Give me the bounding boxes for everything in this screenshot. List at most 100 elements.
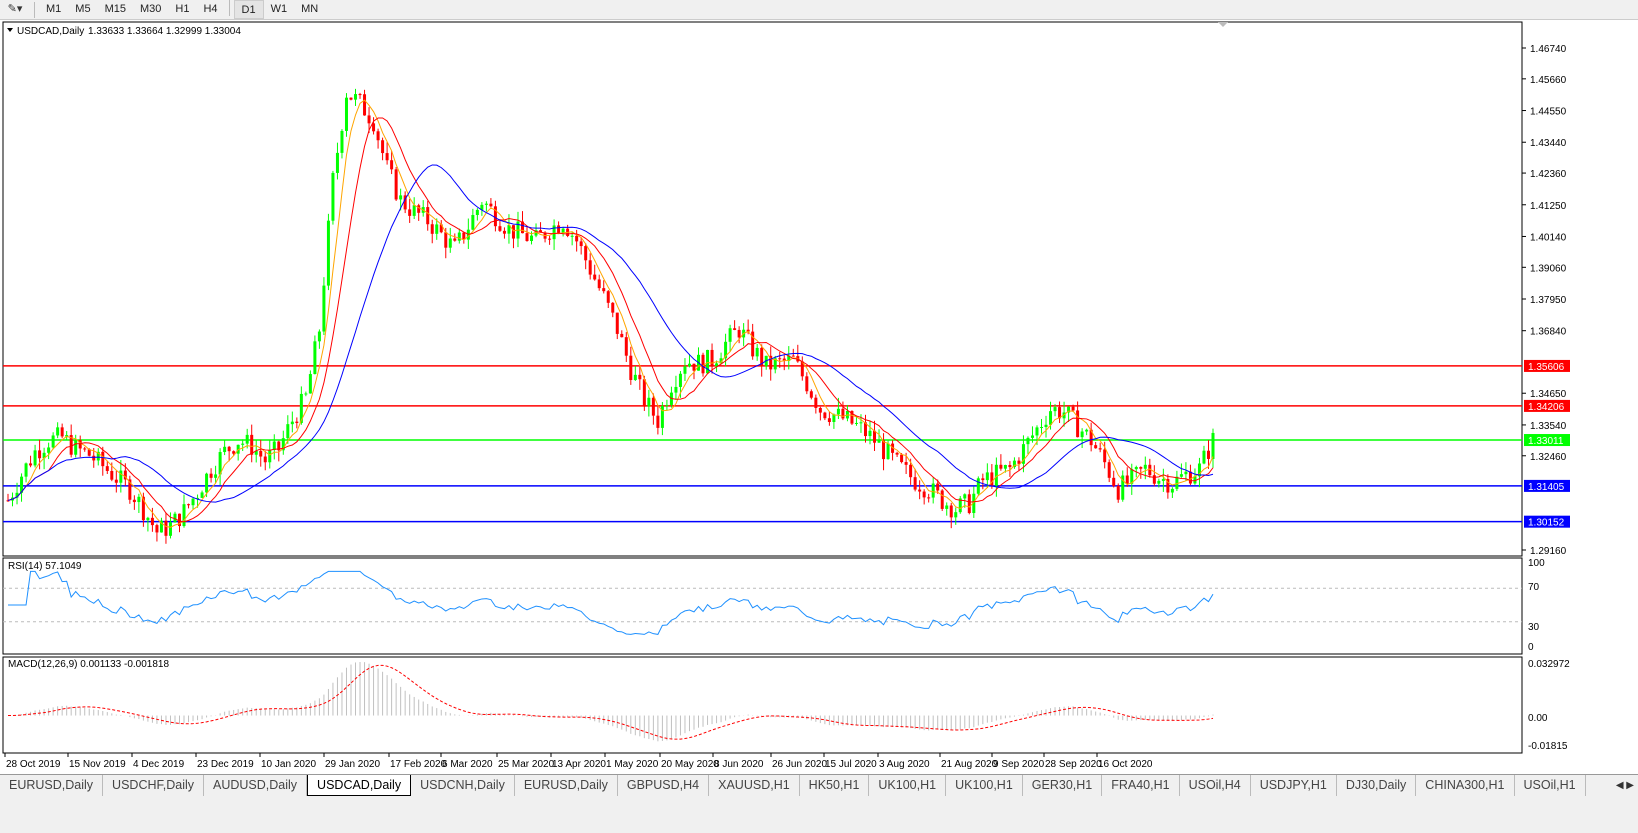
candle-body xyxy=(344,97,348,131)
chart-tab[interactable]: CHINA300,H1 xyxy=(1416,775,1515,796)
chart-tab[interactable]: FRA40,H1 xyxy=(1102,775,1180,796)
candle-body xyxy=(936,483,940,491)
candle-body xyxy=(358,94,362,96)
chart-tab[interactable]: DJ30,Daily xyxy=(1337,775,1417,796)
candle-body xyxy=(38,450,42,459)
macd-signal-line xyxy=(7,664,1214,740)
date-tick-label: 16 Oct 2020 xyxy=(1098,759,1153,770)
candle-body xyxy=(1026,437,1030,445)
candle-body xyxy=(462,232,466,240)
price-chart[interactable]: 1.46740 1.45660 1.44550 1.43440 1.42360 1.412… xyxy=(0,0,1638,774)
chart-tab[interactable]: GER30,H1 xyxy=(1023,775,1103,796)
timeframe-m30[interactable]: M30 xyxy=(139,3,162,15)
timeframe-mn[interactable]: MN xyxy=(301,3,319,15)
candle-body xyxy=(200,492,204,498)
chart-tab[interactable]: AUDUSD,Daily xyxy=(204,775,308,796)
candle-body xyxy=(1076,410,1080,438)
candle-body xyxy=(660,405,664,428)
candle-body xyxy=(56,427,60,436)
candle-body xyxy=(245,434,249,444)
chart-tab[interactable]: USDJPY,H1 xyxy=(1251,775,1337,796)
timeframe-h4[interactable]: H4 xyxy=(203,3,218,15)
candle-body xyxy=(150,517,154,526)
chart-tab[interactable]: HK50,H1 xyxy=(800,775,870,796)
price-tick-label: 1.41250 xyxy=(1530,201,1567,212)
timeframe-d1[interactable]: D1 xyxy=(233,0,264,19)
tab-scroll-arrows[interactable]: ◀ ▶ xyxy=(1615,780,1634,791)
chart-tab[interactable]: EURUSD,Daily xyxy=(515,775,618,796)
candle-body xyxy=(164,520,168,536)
candle-body xyxy=(326,220,330,286)
candle-body xyxy=(674,386,678,393)
candle-body xyxy=(976,478,980,494)
candle-body xyxy=(299,393,303,423)
chart-tab[interactable]: XAUUSD,H1 xyxy=(709,775,800,796)
chart-tab[interactable]: USDCNH,Daily xyxy=(411,775,515,796)
candle-body xyxy=(647,397,651,407)
timeframe-m5[interactable]: M5 xyxy=(75,3,91,15)
candle-body xyxy=(308,374,312,394)
date-tick-label: 26 Jun 2020 xyxy=(772,759,827,770)
candle-body xyxy=(895,452,899,455)
candle-body xyxy=(96,451,100,461)
chart-tab[interactable]: USOil,H1 xyxy=(1515,775,1586,796)
candle-body xyxy=(304,393,308,395)
candle-body xyxy=(958,498,962,513)
timeframe-m1[interactable]: M1 xyxy=(46,3,62,15)
candle-body xyxy=(439,224,443,233)
candle-body xyxy=(286,424,290,439)
candle-body xyxy=(168,522,172,536)
candle-body xyxy=(390,160,394,170)
candle-body xyxy=(985,472,989,481)
candle-body xyxy=(417,205,421,213)
candle-body xyxy=(575,235,579,242)
candle-body xyxy=(1107,462,1111,478)
candle-body xyxy=(381,140,385,154)
candle-body xyxy=(295,421,299,423)
candle-body xyxy=(489,203,493,207)
candle-body xyxy=(683,366,687,374)
chart-tab[interactable]: UK100,H1 xyxy=(946,775,1023,796)
candle-body xyxy=(882,440,886,460)
crosshair-line-tools-icon[interactable]: ✎▾ xyxy=(7,3,23,15)
candle-body xyxy=(972,493,976,514)
timeframe-w1[interactable]: W1 xyxy=(270,3,288,15)
price-tick-label: 1.39060 xyxy=(1530,263,1567,274)
candle-body xyxy=(1112,477,1116,486)
chart-tab[interactable]: EURUSD,Daily xyxy=(0,775,104,796)
candle-body xyxy=(74,440,78,455)
chart-tab[interactable]: UK100,H1 xyxy=(869,775,947,796)
candle-body xyxy=(232,451,236,454)
macd-label: MACD(12,26,9) 0.001133 -0.001818 xyxy=(8,659,169,670)
timeframe-h1[interactable]: H1 xyxy=(175,3,190,15)
candle-body xyxy=(927,497,931,499)
candle-body xyxy=(471,215,475,230)
date-tick-label: 17 Feb 2020 xyxy=(390,759,447,770)
candle-body xyxy=(159,520,163,533)
candle-body xyxy=(859,422,863,424)
chart-tab[interactable]: GBPUSD,H4 xyxy=(618,775,710,796)
candle-body xyxy=(746,329,750,332)
candle-body xyxy=(719,358,723,364)
chart-tab[interactable]: USDCHF,Daily xyxy=(103,775,204,796)
candle-body xyxy=(841,408,845,419)
candle-body xyxy=(1049,411,1053,425)
candle-body xyxy=(1017,460,1021,464)
rsi-line xyxy=(8,570,1214,635)
date-tick-label: 20 May 2020 xyxy=(661,759,719,770)
candle-body xyxy=(548,238,552,240)
rsi-axis-label: 70 xyxy=(1528,582,1540,593)
chart-tab[interactable]: USOil,H4 xyxy=(1180,775,1251,796)
candle-body xyxy=(385,153,389,161)
candle-body xyxy=(692,363,696,371)
candle-body xyxy=(367,115,371,124)
candle-body xyxy=(268,449,272,463)
level-price-badge xyxy=(1524,479,1570,492)
candle-body xyxy=(1085,429,1089,432)
chart-tab[interactable]: USDCAD,Daily xyxy=(307,775,412,796)
level-price-label: 1.34206 xyxy=(1528,402,1565,413)
timeframe-m15[interactable]: M15 xyxy=(104,3,126,15)
timeframe-toolbar: ✎▾ M1 M5 M15 M30 H1 H4 D1 W1 MN xyxy=(0,0,1638,20)
toolbar-separator xyxy=(34,1,35,18)
candle-body xyxy=(290,421,294,425)
